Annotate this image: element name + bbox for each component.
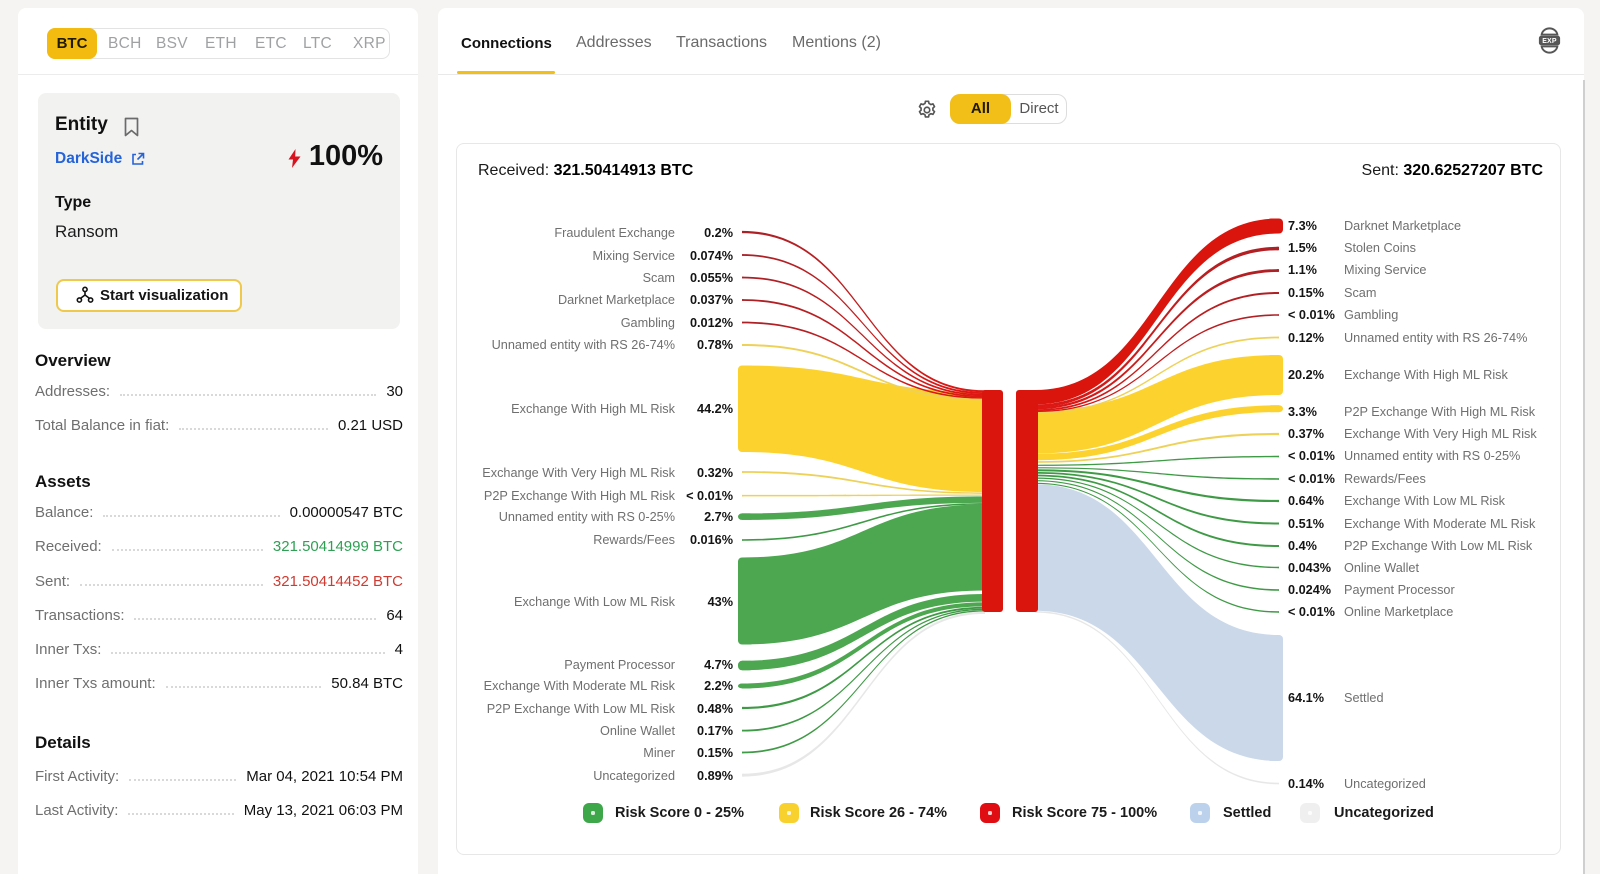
svg-text:EXP: EXP: [1542, 38, 1557, 45]
